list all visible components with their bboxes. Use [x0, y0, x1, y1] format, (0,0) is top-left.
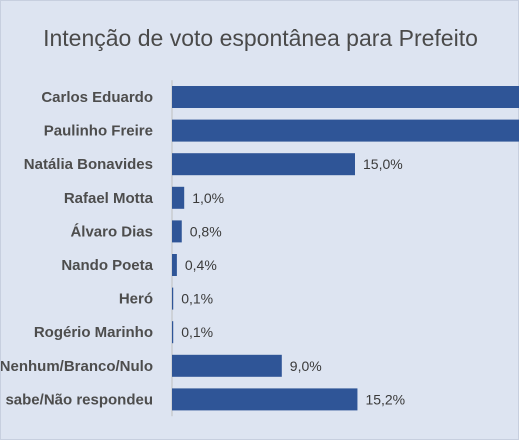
bar [172, 354, 282, 377]
value-label: 0,1% [181, 324, 213, 340]
value-label: 15,0% [363, 156, 403, 172]
category-label: Natália Bonavides [24, 156, 153, 173]
bar [172, 186, 185, 209]
bar [172, 388, 358, 411]
bar [172, 86, 519, 108]
value-label: 0,8% [190, 223, 222, 239]
category-label: Álvaro Dias [70, 223, 153, 240]
value-label: 0,4% [185, 257, 217, 273]
category-label: Carlos Eduardo [41, 89, 153, 106]
bar [172, 153, 355, 176]
bar [172, 254, 177, 276]
category-label: Rafael Motta [64, 190, 154, 207]
category-label: Nando Poeta [61, 257, 153, 274]
category-label: Paulinho Freire [44, 123, 153, 140]
value-label: 9,0% [290, 358, 322, 374]
category-label: Não sabe/Não respondeu [1, 391, 153, 408]
bar [172, 119, 519, 142]
category-label: Nenhum/Branco/Nulo [1, 358, 153, 375]
bar [172, 220, 182, 243]
value-label: 0,1% [181, 291, 213, 307]
chart-title: Intenção de voto espontânea para Prefeit… [43, 25, 478, 51]
value-label: 1,0% [192, 190, 224, 206]
value-label: 15,2% [365, 391, 405, 407]
bar [172, 287, 174, 310]
category-label: Rogério Marinho [34, 324, 153, 341]
bar [172, 321, 174, 344]
category-label: Heró [119, 291, 153, 308]
